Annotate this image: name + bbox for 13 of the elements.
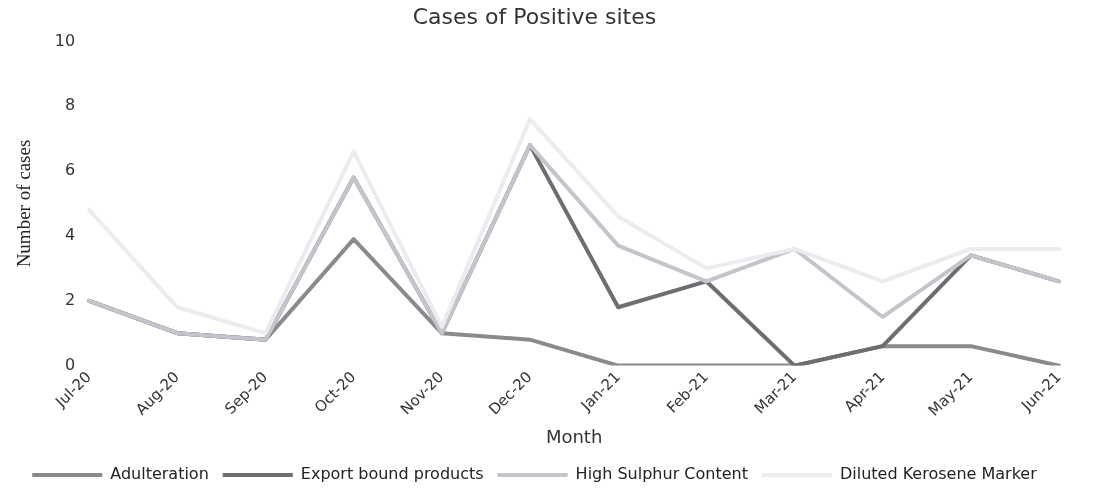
y-tick-label: 4 — [64, 225, 76, 245]
y-axis-title: Number of cases — [13, 139, 35, 268]
y-tick-label: 10 — [54, 30, 76, 50]
y-tick-label: 0 — [64, 354, 76, 374]
legend-label: Adulteration — [110, 464, 209, 484]
legend-label: Diluted Kerosene Marker — [839, 464, 1038, 484]
y-tick-label: 6 — [64, 160, 76, 180]
legend-label: High Sulphur Content — [575, 464, 748, 484]
y-tick-label: 8 — [64, 95, 76, 115]
x-axis-title: Month — [545, 425, 603, 447]
legend-label: Export bound products — [300, 464, 484, 484]
y-tick-label: 2 — [64, 289, 76, 309]
chart-title: Cases of Positive sites — [412, 3, 657, 29]
